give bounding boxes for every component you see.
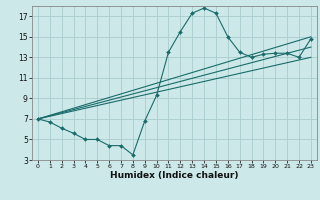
X-axis label: Humidex (Indice chaleur): Humidex (Indice chaleur) bbox=[110, 171, 239, 180]
